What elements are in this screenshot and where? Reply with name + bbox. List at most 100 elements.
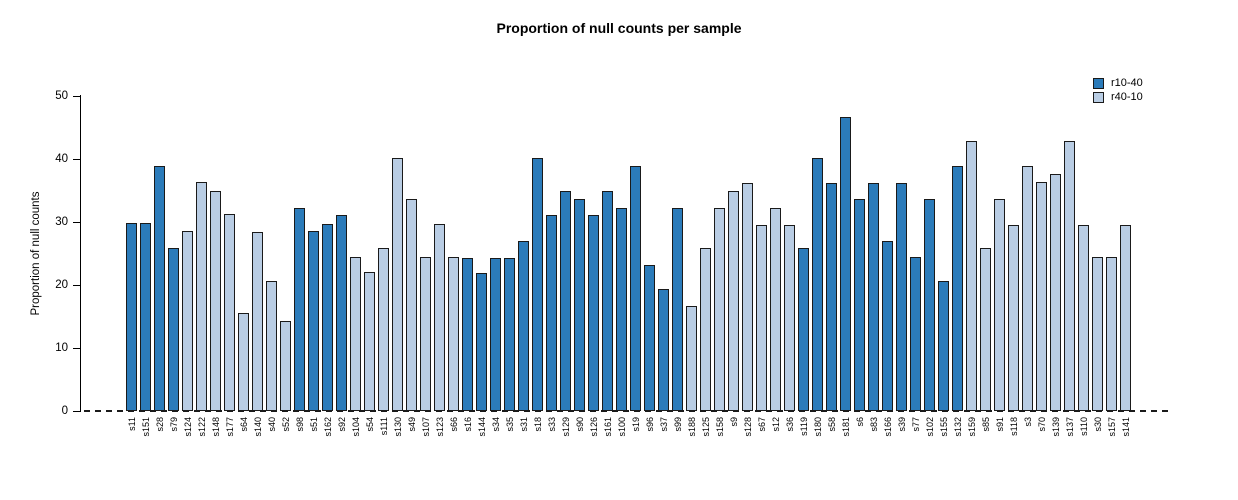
plot-area <box>80 96 1140 411</box>
x-tick-label-s58: s58 <box>826 417 837 432</box>
bar-s92 <box>336 215 347 411</box>
x-tick-label-s90: s90 <box>574 417 585 432</box>
bar-s33 <box>546 215 557 411</box>
bar-s54 <box>364 272 375 411</box>
bar-s52 <box>280 321 291 411</box>
bar-s70 <box>1036 182 1047 411</box>
x-tick-label-s111: s111 <box>378 417 389 436</box>
x-tick-label-s122: s122 <box>196 417 207 437</box>
x-tick-label-s11: s11 <box>126 417 137 431</box>
bar-s181 <box>840 117 851 411</box>
bar-s96 <box>644 265 655 411</box>
x-tick-label-s125: s125 <box>700 417 711 437</box>
x-tick-label-s85: s85 <box>980 417 991 432</box>
bar-s157 <box>1106 257 1117 411</box>
x-tick-label-s9: s9 <box>728 417 739 427</box>
x-tick-label-s39: s39 <box>896 417 907 432</box>
x-tick-label-s99: s99 <box>672 417 683 432</box>
bar-s6 <box>854 199 865 411</box>
x-tick-label-s104: s104 <box>350 417 361 437</box>
bar-s67 <box>756 225 767 411</box>
x-tick-label-s124: s124 <box>182 417 193 437</box>
x-tick-label-s16: s16 <box>462 417 473 432</box>
bar-s158 <box>714 208 725 411</box>
bar-s30 <box>1092 257 1103 411</box>
bar-s39 <box>896 183 907 411</box>
bar-s130 <box>392 158 403 411</box>
bar-s77 <box>910 257 921 411</box>
x-tick-label-s3: s3 <box>1022 417 1033 427</box>
bar-s104 <box>350 257 361 411</box>
x-tick-label-s129: s129 <box>560 417 571 437</box>
x-tick-label-s70: s70 <box>1036 417 1047 432</box>
bar-s177 <box>224 214 235 411</box>
x-tick-label-s102: s102 <box>924 417 935 437</box>
x-tick-label-s132: s132 <box>952 417 963 437</box>
bar-s3 <box>1022 166 1033 411</box>
bar-s123 <box>434 224 445 411</box>
x-tick-label-s33: s33 <box>546 417 557 432</box>
bar-s122 <box>196 182 207 411</box>
y-tick-mark <box>73 348 80 349</box>
bar-s51 <box>308 231 319 411</box>
bar-s144 <box>476 273 487 411</box>
bar-s64 <box>238 313 249 411</box>
x-tick-label-s36: s36 <box>784 417 795 432</box>
x-tick-label-s51: s51 <box>308 417 319 432</box>
x-tick-label-s158: s158 <box>714 417 725 437</box>
bar-s111 <box>378 248 389 411</box>
chart-title: Proportion of null counts per sample <box>496 20 742 36</box>
bar-s162 <box>322 224 333 411</box>
bar-s188 <box>686 306 697 411</box>
bar-s166 <box>882 241 893 411</box>
bar-s129 <box>560 191 571 411</box>
bar-s118 <box>1008 225 1019 411</box>
bar-s148 <box>210 191 221 411</box>
bar-s155 <box>938 281 949 411</box>
x-tick-label-s54: s54 <box>364 417 375 432</box>
x-tick-label-s188: s188 <box>686 417 697 437</box>
bar-s110 <box>1078 225 1089 411</box>
x-tick-label-s31: s31 <box>518 417 529 432</box>
y-tick-label: 40 <box>55 153 68 165</box>
x-tick-label-s91: s91 <box>994 417 1005 432</box>
x-tick-label-s128: s128 <box>742 417 753 437</box>
x-tick-label-s34: s34 <box>490 417 501 432</box>
x-tick-label-s37: s37 <box>658 417 669 432</box>
x-tick-label-s180: s180 <box>812 417 823 437</box>
x-tick-label-s79: s79 <box>168 417 179 432</box>
bar-s28 <box>154 166 165 411</box>
x-tick-label-s181: s181 <box>840 417 851 437</box>
x-tick-label-s177: s177 <box>224 417 235 437</box>
bar-s66 <box>448 257 459 411</box>
bar-s11 <box>126 223 137 411</box>
bar-s151 <box>140 223 151 411</box>
bar-s137 <box>1064 141 1075 411</box>
x-tick-label-s123: s123 <box>434 417 445 437</box>
bar-s100 <box>616 208 627 411</box>
legend-swatch-r10-40 <box>1093 77 1104 89</box>
bar-s79 <box>168 248 179 411</box>
bar-s161 <box>602 191 613 411</box>
y-axis-label: Proportion of null counts <box>30 191 42 316</box>
x-tick-label-s119: s119 <box>798 417 809 436</box>
x-tick-label-s110: s110 <box>1078 417 1089 436</box>
bar-s49 <box>406 199 417 411</box>
y-tick-mark <box>73 285 80 286</box>
bar-s102 <box>924 199 935 411</box>
bar-s9 <box>728 191 739 411</box>
legend-entry-r10-40: r10-40 <box>1093 76 1143 90</box>
x-tick-label-s30: s30 <box>1092 417 1103 432</box>
x-tick-label-s6: s6 <box>854 417 865 427</box>
x-tick-label-s52: s52 <box>280 417 291 432</box>
bar-s132 <box>952 166 963 411</box>
x-tick-label-s64: s64 <box>238 417 249 432</box>
y-tick-label: 20 <box>55 279 68 291</box>
bar-s19 <box>630 166 641 411</box>
x-tick-label-s98: s98 <box>294 417 305 432</box>
y-axis-line <box>80 95 81 412</box>
bar-s159 <box>966 141 977 411</box>
x-tick-label-s140: s140 <box>252 417 263 437</box>
x-tick-label-s137: s137 <box>1064 417 1075 437</box>
